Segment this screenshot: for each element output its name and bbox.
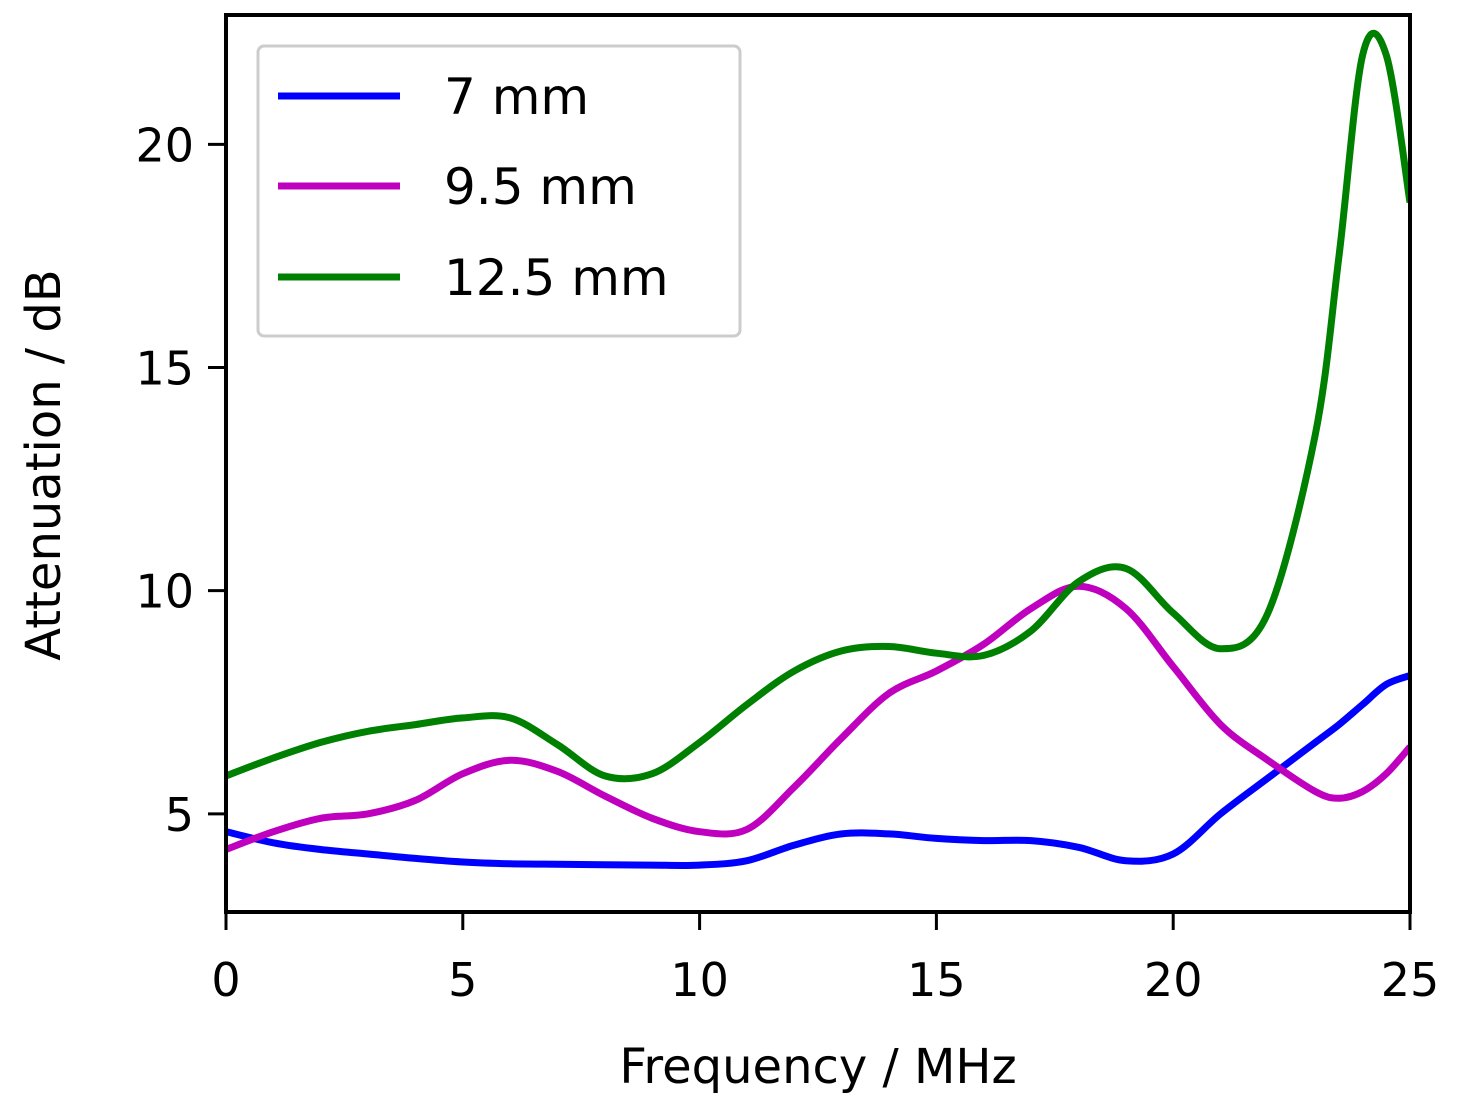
legend-label-12-5mm: 12.5 mm	[444, 249, 669, 307]
y-tick-label: 10	[135, 565, 194, 619]
series-line-7-mm	[226, 672, 1410, 869]
legend-item-12-5mm: 12.5 mm	[278, 249, 669, 307]
y-tick-label: 15	[135, 342, 194, 396]
x-tick-label: 15	[907, 953, 966, 1007]
legend-item-7mm: 7 mm	[278, 68, 589, 126]
x-axis-ticks: 0 5 10 15 20 25	[211, 912, 1439, 1007]
x-tick-label: 0	[211, 953, 240, 1007]
x-tick-label: 20	[1144, 953, 1203, 1007]
legend-box	[256, 44, 742, 338]
legend-label-7mm: 7 mm	[444, 68, 589, 126]
series-line-9-5-mm	[226, 582, 1410, 853]
series-line-12-5-mm	[226, 29, 1410, 783]
y-axis-ticks: 5 10 15 20	[135, 118, 226, 842]
x-tick-label: 5	[448, 953, 477, 1007]
y-axis-label: Attenuation / dB	[16, 269, 72, 660]
legend: 7 mm 9.5 mm 12.5 mm	[256, 44, 742, 338]
x-tick-label: 25	[1381, 953, 1440, 1007]
y-tick-label: 5	[165, 788, 194, 842]
y-tick-label: 20	[135, 118, 194, 172]
legend-item-9-5mm: 9.5 mm	[278, 158, 637, 216]
legend-label-9-5mm: 9.5 mm	[444, 158, 637, 216]
x-tick-label: 10	[670, 953, 729, 1007]
x-axis-label: Frequency / MHz	[619, 1039, 1016, 1095]
plot-area	[224, 13, 1412, 914]
series-group	[226, 29, 1410, 869]
axes-frame	[224, 13, 1412, 914]
